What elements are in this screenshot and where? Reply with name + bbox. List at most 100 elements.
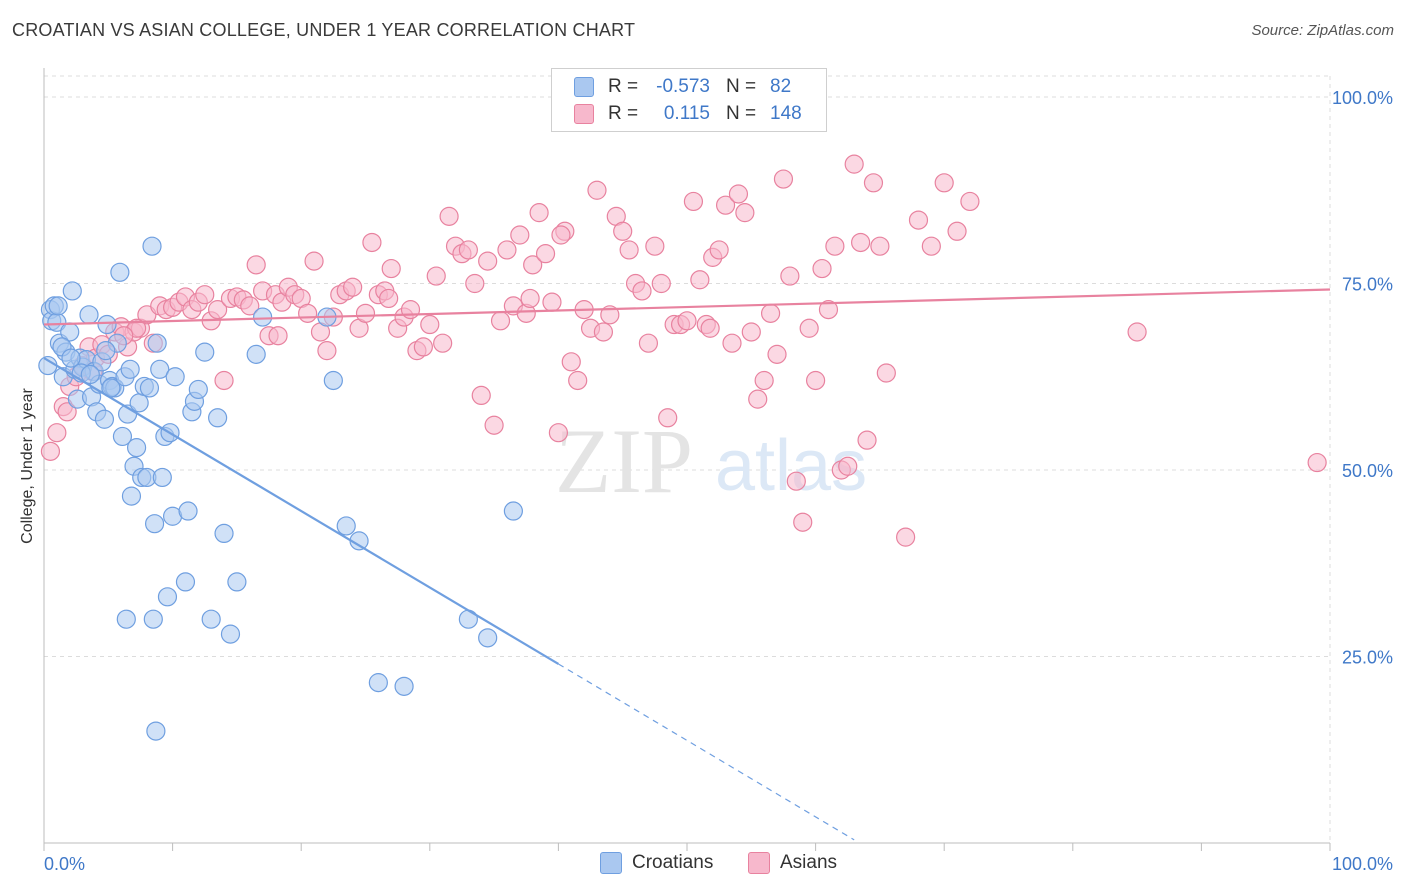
data-point-asians [520, 288, 540, 309]
data-point-asians [317, 341, 337, 361]
data-point-asians [947, 221, 967, 241]
data-point-croatians [116, 609, 136, 629]
data-point-asians [343, 277, 363, 297]
data-point-asians [246, 255, 266, 275]
data-point-croatians [112, 426, 133, 447]
data-point-croatians [253, 307, 273, 327]
data-point-croatians [165, 367, 185, 387]
data-point-croatians [94, 409, 115, 429]
data-point-asians [645, 236, 665, 256]
data-point-asians [838, 456, 858, 476]
data-point-asians [379, 288, 399, 309]
data-point-asians [484, 415, 504, 435]
data-point-asians [568, 370, 588, 391]
trend-line-extension-croatians [558, 663, 855, 841]
data-point-asians [632, 281, 652, 301]
data-point-asians [683, 191, 704, 212]
legend-r-label: R = [608, 76, 639, 97]
data-point-asians [896, 527, 916, 547]
data-point-croatians [175, 572, 196, 592]
legend-n-value: 148 [770, 103, 802, 124]
legend-n-label: N = [726, 76, 757, 97]
data-point-asians [535, 244, 556, 264]
data-point-asians [497, 240, 517, 260]
series-label-croatians: Croatians [632, 852, 714, 873]
data-point-asians [690, 270, 710, 290]
data-point-asians [490, 311, 511, 331]
data-point-croatians [126, 438, 147, 458]
data-point-asians [600, 305, 620, 325]
legend-r-label: R = [608, 103, 639, 124]
data-point-croatians [62, 281, 82, 301]
chart-title: CROATIAN VS ASIAN COLLEGE, UNDER 1 YEAR … [12, 20, 636, 40]
data-point-asians [40, 441, 61, 461]
data-point-croatians [394, 676, 414, 696]
data-point-asians [677, 311, 697, 331]
data-point-croatians [478, 628, 498, 648]
data-point-asians [268, 326, 288, 346]
x-tick-label: 100.0% [1332, 854, 1393, 874]
data-point-asians [934, 173, 954, 193]
data-point-asians [780, 266, 800, 286]
data-point-asians [921, 236, 941, 256]
legend-row-asians: R = 0.115 N = 148 [574, 102, 810, 126]
legend-n-label: N = [726, 103, 757, 124]
trend-line-asians [43, 288, 1331, 326]
legend-n-value: 82 [770, 76, 792, 97]
data-point-asians [844, 154, 864, 174]
data-point-asians [793, 512, 813, 532]
data-point-asians [439, 206, 459, 226]
data-point-asians [818, 300, 839, 320]
data-point-asians [529, 203, 549, 223]
y-tick-label: 100.0% [1332, 88, 1393, 108]
data-point-asians [208, 300, 228, 320]
data-point-croatians [368, 673, 388, 693]
data-point-asians [805, 370, 826, 391]
data-point-asians [478, 251, 498, 271]
data-point-asians [551, 225, 571, 245]
x-tick-label: 0.0% [44, 854, 85, 874]
data-point-asians [773, 169, 794, 189]
data-point-croatians [97, 314, 117, 335]
data-point-asians [851, 232, 871, 253]
data-point-asians [355, 303, 376, 323]
data-point-croatians [48, 296, 68, 316]
data-point-asians [748, 389, 768, 409]
data-point-croatians [201, 609, 221, 629]
data-point-croatians [61, 348, 81, 368]
data-point-croatians [79, 305, 99, 325]
legend-swatch-croatians [574, 77, 594, 97]
data-point-asians [400, 300, 421, 320]
data-point-asians [548, 423, 569, 443]
data-point-asians [658, 408, 678, 428]
data-point-asians [458, 240, 478, 260]
data-point-asians [728, 184, 749, 204]
data-point-asians [195, 285, 215, 305]
y-tick-label: 75.0% [1342, 275, 1393, 295]
tick-labels: 25.0% 50.0% 75.0% 100.0% 0.0% 100.0% [44, 88, 1393, 874]
data-point-asians [1307, 452, 1327, 473]
data-point-asians [786, 471, 806, 491]
data-point-croatians [336, 516, 356, 536]
data-point-croatians [80, 364, 100, 385]
series-legend-croatians: Croatians [600, 852, 713, 874]
series-swatch-asians [748, 852, 770, 874]
data-point-asians [619, 240, 639, 260]
data-point-asians [722, 333, 742, 353]
legend-row-croatians: R = -0.573 N = 82 [574, 75, 810, 99]
data-point-croatians [157, 587, 178, 607]
legend-r-value: 0.115 [663, 103, 710, 124]
series-swatch-croatians [600, 852, 622, 874]
data-point-croatians [144, 514, 165, 534]
data-point-croatians [208, 408, 228, 428]
data-point-asians [908, 210, 929, 230]
data-point-asians [863, 173, 884, 193]
data-point-croatians [458, 609, 478, 629]
data-point-asians [741, 322, 761, 342]
data-point-croatians [227, 572, 247, 592]
data-point-croatians [110, 262, 130, 282]
data-point-asians [465, 273, 485, 294]
data-point-croatians [178, 501, 198, 521]
data-point-asians [960, 191, 980, 212]
